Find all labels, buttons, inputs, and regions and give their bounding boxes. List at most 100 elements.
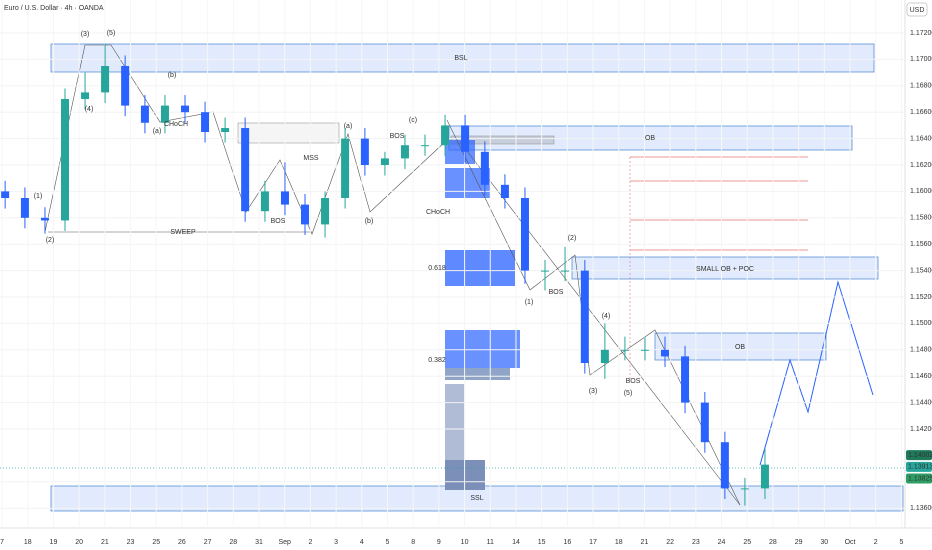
annotation: (1)	[525, 299, 534, 306]
candle-body	[20, 198, 29, 218]
price-tag	[906, 461, 932, 472]
candle-body	[640, 349, 649, 351]
candles	[1, 43, 769, 506]
x-tick-label: 14	[512, 539, 520, 546]
y-tick-label: 1.15600	[910, 241, 932, 248]
x-tick-label: 28	[229, 539, 237, 546]
candle-body	[661, 349, 670, 357]
x-tick-label: 23	[692, 539, 700, 546]
fvg-zone	[237, 122, 340, 144]
x-tick-label: 26	[178, 539, 186, 546]
x-tick-label: 11	[487, 539, 494, 546]
candle-body	[380, 158, 389, 165]
x-tick-label: 18	[24, 539, 32, 546]
annotation: (2)	[46, 237, 55, 244]
candle-body	[221, 128, 230, 132]
grid	[0, 32, 905, 509]
x-tick-label: 16	[563, 539, 571, 546]
x-tick-label: 19	[50, 539, 58, 546]
x-tick-label: 3	[334, 539, 338, 546]
annotation: CHoCH	[164, 121, 188, 128]
candle-body	[480, 151, 489, 185]
poc-zone	[571, 256, 879, 280]
price-tag	[906, 450, 932, 461]
y-tick-label: 1.15400	[910, 267, 932, 274]
annotation: OB	[645, 135, 655, 142]
candle-body	[341, 138, 350, 198]
y-tick-label: 1.16000	[910, 188, 932, 195]
annotation: SMALL OB + POC	[696, 266, 754, 273]
candle-body	[201, 112, 210, 132]
x-tick-label: 20	[75, 539, 83, 546]
bsl-zone	[50, 43, 875, 73]
x-tick-label: 5	[386, 539, 390, 546]
x-tick-label: 10	[461, 539, 469, 546]
candle-body	[160, 105, 169, 123]
currency: USD	[910, 7, 925, 14]
x-tick-label: 2	[308, 539, 312, 546]
annotation: (b)	[168, 72, 177, 79]
candle-body	[520, 198, 529, 271]
candle-body	[61, 99, 70, 221]
annotation: (a)	[344, 123, 353, 130]
x-tick-label: 24	[718, 539, 726, 546]
annotation: (a)	[153, 128, 162, 135]
candle-body	[500, 184, 509, 198]
candle-body	[700, 402, 709, 443]
x-tick-label: 30	[820, 539, 828, 546]
ob-zone	[654, 332, 827, 361]
candle-body	[81, 92, 90, 99]
x-tick-label: 4	[360, 539, 364, 546]
price-tag	[906, 473, 932, 484]
x-tick-label: 21	[101, 539, 109, 546]
y-tick-label: 1.17200	[910, 30, 932, 37]
candle-body	[561, 270, 570, 272]
annotation: (b)	[365, 218, 374, 225]
x-tick-label: 31	[255, 539, 263, 546]
y-tick-label: 1.16600	[910, 109, 932, 116]
annotation: (4)	[602, 313, 611, 320]
candle-body	[321, 198, 330, 225]
candle-body	[600, 349, 609, 363]
price-tag-label: 1.14002	[908, 452, 932, 459]
annotation: 0.618	[428, 265, 446, 272]
candle-body	[740, 488, 749, 490]
candle-body	[181, 105, 190, 113]
candle-body	[620, 349, 629, 351]
y-tick-label: 1.15200	[910, 294, 932, 301]
x-tick-label: 2	[874, 539, 878, 546]
candle-body	[461, 125, 470, 152]
price-tag-label: 1.13825	[908, 475, 932, 482]
candle-body	[541, 270, 550, 272]
profile-bar	[445, 250, 515, 286]
wave-line	[44, 44, 448, 235]
candle-body	[1, 191, 10, 198]
candle-body	[260, 191, 269, 212]
labels: 1.17200 1.17000 1.16800 1.16600 1.16400 1.162…	[0, 30, 932, 546]
candle-body	[140, 105, 149, 123]
x-tick-label: Oct	[845, 539, 856, 546]
x-tick-label: 29	[795, 539, 803, 546]
y-tick-label: 1.15000	[910, 320, 932, 327]
annotation: MSS	[303, 155, 319, 162]
annotation: (1)	[34, 193, 43, 200]
profile-bar	[445, 368, 510, 380]
annotation: SWEEP	[170, 229, 196, 236]
annotation: BOS	[626, 378, 641, 385]
x-tick-label: 25	[743, 539, 751, 546]
x-tick-label: 15	[538, 539, 546, 546]
y-tick-label: 1.14600	[910, 373, 932, 380]
annotation: BOS	[390, 133, 405, 140]
candle-body	[360, 138, 369, 165]
annotation: (3)	[589, 388, 598, 395]
y-tick-label: 1.16800	[910, 83, 932, 90]
candle-body	[280, 191, 289, 205]
candle-body	[580, 270, 589, 363]
x-tick-label: 8	[411, 539, 415, 546]
annotation: BOS	[271, 218, 286, 225]
candle-body	[400, 145, 409, 159]
candle-body	[121, 66, 130, 106]
annotation: (2)	[568, 235, 577, 242]
profile-bar	[445, 140, 475, 164]
